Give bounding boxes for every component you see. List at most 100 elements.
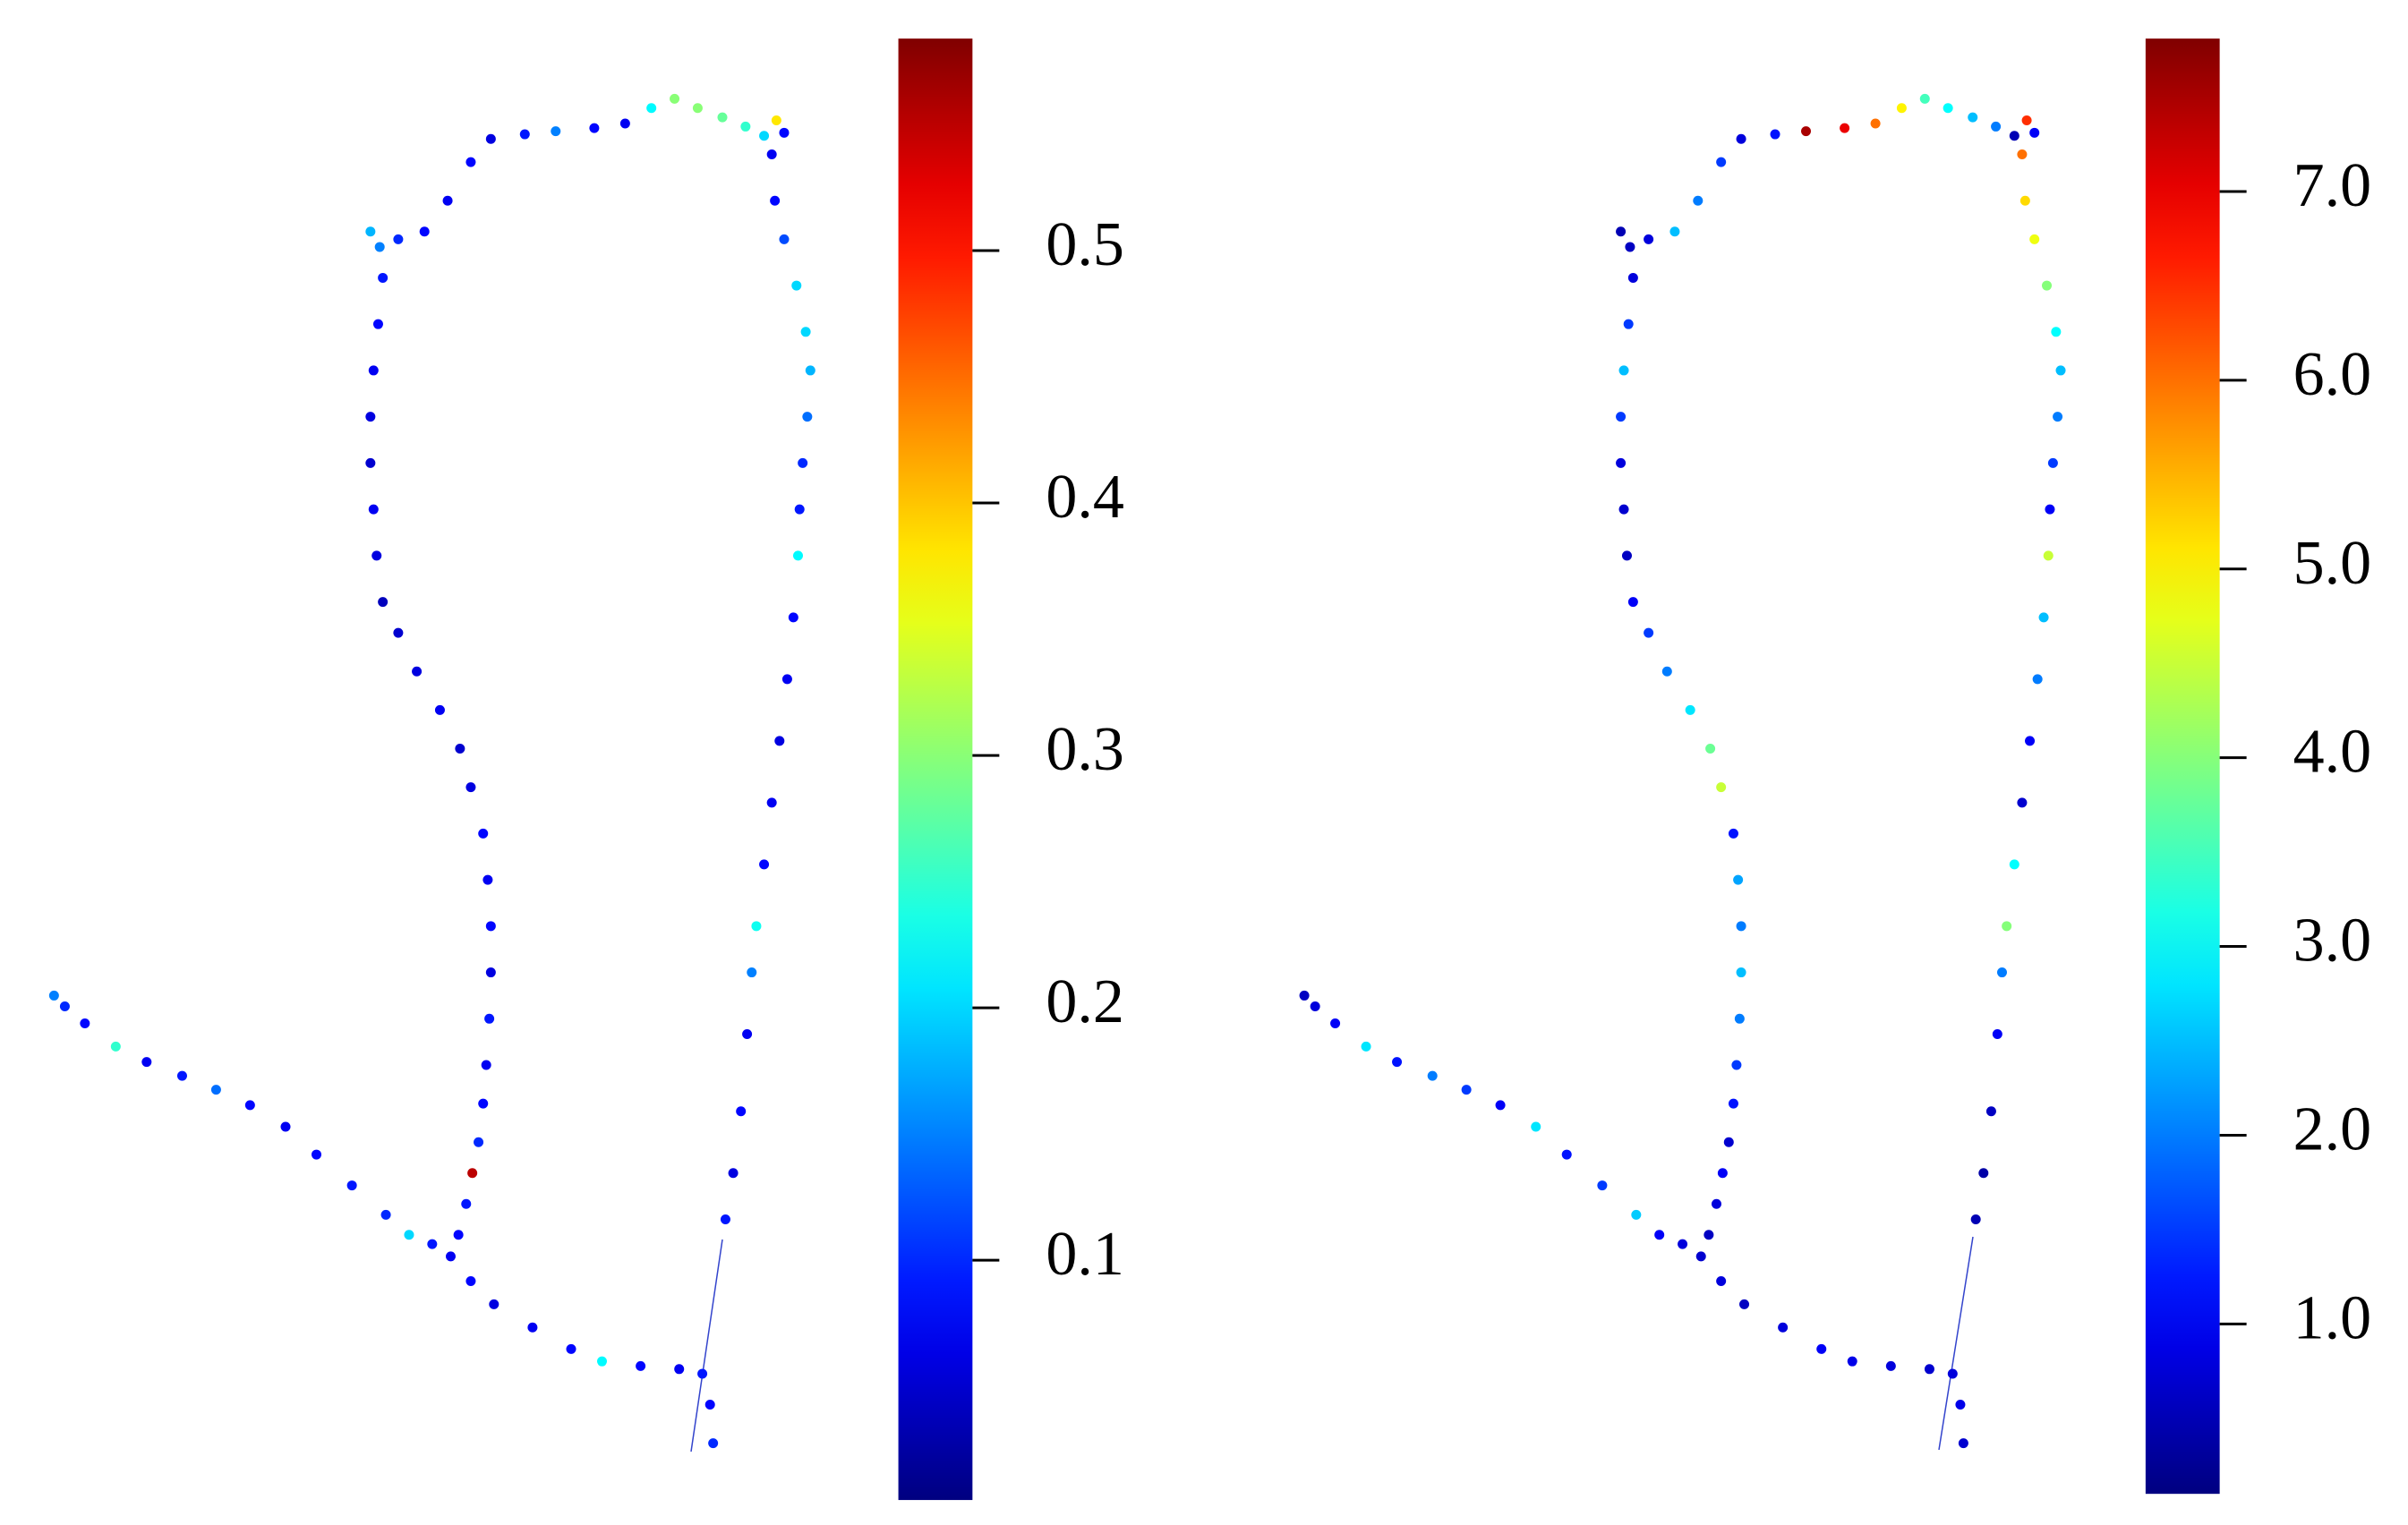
point [1736, 133, 1746, 144]
point [2038, 612, 2049, 623]
point [1985, 1106, 1996, 1117]
point [2019, 195, 2030, 206]
point [2055, 365, 2066, 376]
point [1616, 226, 1627, 237]
point [728, 1168, 739, 1179]
point [779, 127, 790, 138]
point [478, 1098, 489, 1109]
point [1736, 921, 1746, 932]
point [280, 1121, 291, 1132]
colorbar-tick-label: 0.2 [1046, 967, 1124, 1036]
trace-line [1938, 1236, 1974, 1451]
scatter-plot [48, 93, 815, 1449]
point [1678, 1239, 1688, 1249]
point [1704, 1230, 1714, 1240]
point [2021, 115, 2032, 126]
point [1716, 1275, 1727, 1286]
point [412, 666, 423, 677]
point [210, 1085, 221, 1095]
point [2045, 504, 2055, 515]
point [1616, 412, 1627, 422]
point [1627, 597, 1638, 608]
point [1623, 319, 1634, 329]
point [704, 1399, 715, 1410]
point [485, 967, 496, 978]
point [1625, 242, 1635, 252]
colorbar-tick-label: 5.0 [2293, 529, 2372, 598]
point [368, 504, 379, 515]
point [1644, 234, 1654, 244]
point [141, 1057, 152, 1068]
point [805, 365, 815, 376]
point [1947, 1368, 1958, 1379]
point [708, 1438, 719, 1449]
point [1627, 272, 1638, 283]
point [453, 1230, 464, 1240]
point [1644, 627, 1654, 638]
colorbar-tick-label: 1.0 [2293, 1283, 2372, 1352]
point [442, 195, 453, 206]
point [551, 126, 561, 137]
point [419, 226, 430, 237]
point [1616, 457, 1627, 468]
point [2002, 921, 2012, 932]
point [1693, 195, 1704, 206]
point [380, 1209, 391, 1220]
point [374, 242, 385, 252]
point [482, 874, 493, 885]
point [1992, 1029, 2002, 1040]
colorbar-tick-label: 2.0 [2293, 1095, 2372, 1164]
point [2025, 736, 2036, 746]
point [1778, 1322, 1789, 1333]
point [1739, 1299, 1750, 1309]
point [759, 859, 770, 870]
point [1996, 967, 2007, 978]
point [1728, 828, 1738, 839]
point [2017, 149, 2028, 159]
point [176, 1070, 187, 1081]
point [1495, 1100, 1506, 1111]
point [478, 828, 489, 839]
point [717, 112, 728, 123]
point [788, 612, 798, 623]
point [1896, 103, 1907, 114]
point [527, 1322, 538, 1333]
point [1695, 1251, 1706, 1262]
point [311, 1149, 321, 1160]
point [378, 597, 389, 608]
point [346, 1180, 357, 1191]
point [1631, 1209, 1642, 1220]
colorbar-tick-label: 0.3 [1046, 715, 1124, 784]
point [770, 195, 781, 206]
point [771, 115, 781, 126]
point [1711, 1198, 1721, 1209]
point [1958, 1438, 1968, 1449]
point [766, 149, 777, 159]
point [427, 1239, 438, 1249]
point [1840, 123, 1850, 133]
point [1943, 103, 1953, 114]
point [2017, 797, 2028, 808]
point [485, 133, 496, 144]
point [371, 550, 382, 561]
scatter-plot [1299, 93, 2066, 1449]
point [619, 118, 630, 129]
point [1531, 1121, 1541, 1132]
point [597, 1356, 607, 1367]
point [646, 103, 657, 114]
point [1392, 1057, 1403, 1068]
point [794, 504, 805, 515]
point [747, 967, 757, 978]
point [1924, 1364, 1934, 1375]
point [1654, 1230, 1665, 1240]
point [1816, 1343, 1827, 1354]
point [1870, 118, 1881, 129]
point [446, 1251, 457, 1262]
point [674, 1364, 685, 1375]
point [2032, 674, 2043, 685]
point [393, 627, 404, 638]
point [802, 412, 813, 422]
colorbar-tick-label: 3.0 [2293, 907, 2372, 975]
point [365, 412, 376, 422]
